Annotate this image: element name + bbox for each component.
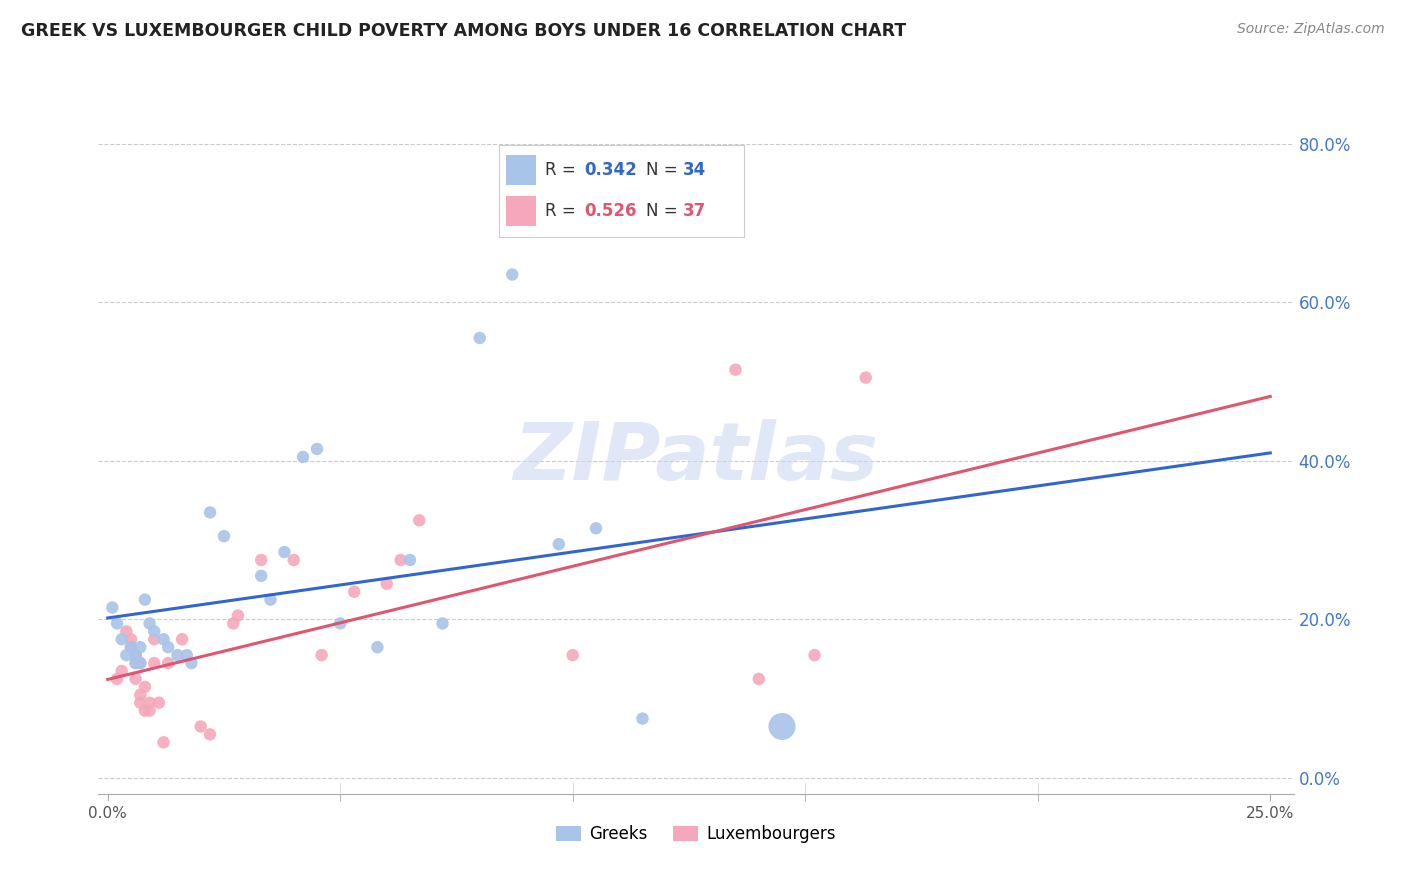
- Point: [585, 521, 607, 535]
- Point: [166, 648, 188, 662]
- Point: [148, 696, 170, 710]
- Point: [408, 513, 430, 527]
- Point: [143, 656, 166, 670]
- Point: [311, 648, 333, 662]
- Point: [138, 704, 160, 718]
- Legend: Greeks, Luxembourgers: Greeks, Luxembourgers: [550, 819, 842, 850]
- Point: [124, 656, 146, 670]
- Point: [176, 648, 198, 662]
- Point: [329, 616, 352, 631]
- Point: [172, 632, 194, 647]
- Point: [748, 672, 770, 686]
- Text: GREEK VS LUXEMBOURGER CHILD POVERTY AMONG BOYS UNDER 16 CORRELATION CHART: GREEK VS LUXEMBOURGER CHILD POVERTY AMON…: [21, 22, 907, 40]
- Point: [399, 553, 422, 567]
- Point: [468, 331, 491, 345]
- Point: [259, 592, 281, 607]
- Point: [120, 640, 142, 655]
- Point: [152, 632, 174, 647]
- Point: [124, 672, 146, 686]
- Point: [190, 719, 212, 733]
- Point: [129, 656, 152, 670]
- Point: [134, 704, 156, 718]
- Point: [134, 680, 156, 694]
- Point: [305, 442, 328, 456]
- Point: [855, 370, 877, 384]
- Point: [152, 735, 174, 749]
- Point: [105, 672, 128, 686]
- Point: [105, 616, 128, 631]
- Point: [129, 656, 152, 670]
- Point: [124, 656, 146, 670]
- Point: [120, 632, 142, 647]
- Point: [547, 537, 569, 551]
- Text: ZIPatlas: ZIPatlas: [513, 419, 879, 498]
- Point: [129, 640, 152, 655]
- Point: [250, 569, 273, 583]
- Point: [101, 600, 124, 615]
- Point: [389, 553, 412, 567]
- Point: [129, 696, 152, 710]
- Point: [180, 656, 202, 670]
- Point: [157, 656, 180, 670]
- Point: [115, 648, 138, 662]
- Point: [226, 608, 249, 623]
- Point: [250, 553, 273, 567]
- Point: [120, 640, 142, 655]
- Point: [273, 545, 295, 559]
- Point: [366, 640, 388, 655]
- Point: [222, 616, 245, 631]
- Point: [501, 268, 523, 282]
- Point: [138, 696, 160, 710]
- Point: [124, 648, 146, 662]
- Point: [631, 712, 654, 726]
- Point: [375, 576, 398, 591]
- Point: [124, 648, 146, 662]
- Point: [561, 648, 583, 662]
- Point: [198, 727, 221, 741]
- Point: [770, 719, 793, 733]
- Text: Source: ZipAtlas.com: Source: ZipAtlas.com: [1237, 22, 1385, 37]
- Point: [111, 632, 134, 647]
- Point: [198, 505, 221, 519]
- Point: [129, 688, 152, 702]
- Point: [283, 553, 305, 567]
- Point: [343, 584, 366, 599]
- Point: [803, 648, 825, 662]
- Point: [115, 624, 138, 639]
- Point: [724, 362, 747, 376]
- Point: [111, 664, 134, 678]
- Point: [143, 624, 166, 639]
- Point: [432, 616, 454, 631]
- Point: [143, 632, 166, 647]
- Point: [157, 640, 180, 655]
- Point: [212, 529, 235, 543]
- Point: [292, 450, 315, 464]
- Point: [134, 592, 156, 607]
- Point: [138, 616, 160, 631]
